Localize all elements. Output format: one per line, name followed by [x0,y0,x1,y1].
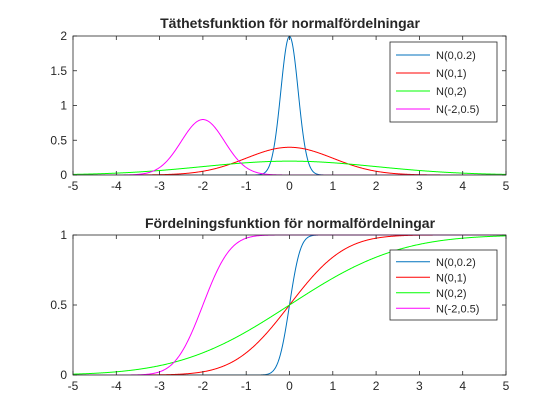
x-tick-label: 2 [373,379,380,393]
x-tick-label: -2 [198,179,209,193]
x-tick-label: -3 [154,179,165,193]
x-tick-label: -2 [198,379,209,393]
x-tick-label: 0 [286,179,293,193]
legend-label-0: N(0,0.2) [436,50,476,62]
x-tick-label: -5 [68,179,79,193]
y-tick-label: 2 [60,29,67,43]
x-tick-label: 4 [459,379,466,393]
x-tick-label: 2 [373,179,380,193]
legend-label-1: N(0,1) [436,68,467,80]
chart-title: Fördelningsfunktion för normalfördelning… [145,215,436,231]
x-tick-label: -4 [111,179,122,193]
legend: N(0,0.2) N(0,1) N(0,2) N(-2,0.5) [389,249,498,321]
x-tick-label: 5 [503,179,510,193]
legend-label-2: N(0,2) [436,288,467,300]
legend-label-0: N(0,0.2) [436,257,476,269]
density-chart: -5 -4 -3 -2 -1 0 1 2 3 4 500.511.52N(0,0.2)N(0,1)N… [50,15,509,193]
x-tick-label: -3 [154,379,165,393]
legend-label-2: N(0,2) [436,86,467,98]
x-tick-label: 3 [416,379,423,393]
series-line-2 [73,235,506,375]
legend-label-1: N(0,1) [436,272,467,284]
y-tick-label: 1 [60,99,67,113]
series-line-2 [73,160,506,175]
chart-title: Täthetsfunktion för normalfördelningar [160,15,420,31]
y-tick-label: 1.5 [50,64,67,78]
x-tick-label: 5 [503,379,510,393]
distribution-chart: -5 -4 -3 -2 -1 0 1 2 3 4 5 0 0.5 1 N(0,0.2) N(0,1) N(0,2… [50,215,509,393]
x-tick-label: 0 [286,379,293,393]
x-tick-label: -1 [241,379,252,393]
x-tick-label: 3 [416,179,423,193]
x-tick-label: -1 [241,179,252,193]
legend-label-3: N(-2,0.5) [436,303,479,315]
y-tick-label: 0 [60,168,67,182]
x-tick-label: 1 [329,379,336,393]
x-tick-label: -4 [111,379,122,393]
legend: N(0,0.2) N(0,1) N(0,2) N(-2,0.5) [389,41,498,123]
x-tick-label: 1 [329,179,336,193]
y-tick-label: 0.5 [50,298,67,312]
y-tick-label: 1 [60,228,67,242]
y-tick-label: 0 [60,368,67,382]
x-tick-label: 4 [459,179,466,193]
legend-label-3: N(-2,0.5) [436,104,479,116]
x-tick-label: -5 [68,379,79,393]
y-tick-label: 0.5 [50,133,67,147]
